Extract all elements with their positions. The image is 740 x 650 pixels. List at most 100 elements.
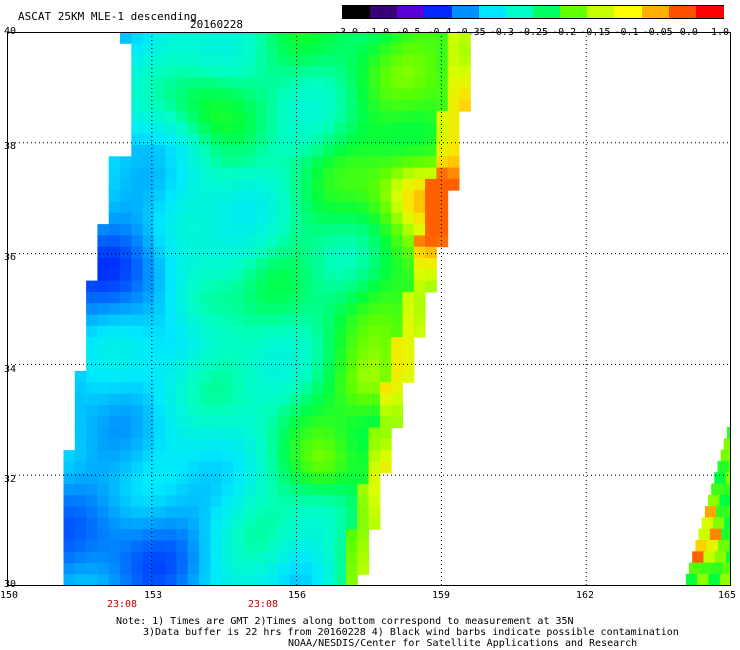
swath-cell [289,77,302,89]
swath-cell [300,258,313,270]
swath-cell [334,77,347,89]
swath-cell [391,224,403,236]
swath-cell [334,450,347,462]
swath-cell [346,280,358,293]
swath-cell [312,122,324,135]
swath-cell [210,291,223,304]
swath-cell [108,472,121,485]
swath-cell [187,563,200,575]
swath-cell [413,280,426,293]
swath-cell [323,404,336,417]
swath-cell [334,359,347,372]
swath-cell [221,54,234,67]
swath-cell [233,246,245,259]
swath-cell [74,427,87,440]
swath-cell [278,517,290,530]
swath-cell [391,122,403,135]
swath-cell [368,156,381,169]
swath-cell [379,77,392,89]
swath-cell [334,563,347,575]
swath-cell [142,201,155,214]
swath-cell [244,190,257,202]
swath-cell [334,54,347,67]
swath-cell [165,359,177,372]
swath-cell [221,371,234,383]
swath-cell [379,393,392,406]
swath-cell [165,122,177,135]
swath-cell [289,540,302,553]
swath-cell [120,506,132,519]
swath-cell [255,145,268,157]
swath-cell [402,167,415,180]
swath-cell [266,506,279,519]
swath-cell [425,178,437,191]
swath-cell [402,190,415,202]
swath-cell [266,393,279,406]
swath-cell [131,190,144,202]
swath-cell [334,461,347,474]
swath-cell [210,551,223,564]
swath-cell [108,393,121,406]
swath-cell [199,156,211,169]
swath-cell [255,495,268,508]
swath-cell [289,224,302,236]
swath-cell [425,156,437,169]
swath-cell [425,246,437,259]
swath-cell [176,190,189,202]
swath-cell [255,133,268,146]
swath-cell [233,540,245,553]
swath-cell [300,156,313,169]
swath-cell [142,133,155,146]
swath-cell [63,484,76,496]
swath-cell [187,484,200,496]
swath-cell [300,495,313,508]
swath-cell [312,246,324,259]
swath-cell [346,43,358,56]
swath-cell [221,416,234,428]
swath-cell [391,190,403,202]
swath-cell [187,99,200,112]
swath-cell [278,450,290,462]
swath-cell [153,393,166,406]
swath-cell [199,506,211,519]
swath-cell [153,303,166,315]
swath-cell [368,450,381,462]
swath-cell [187,416,200,428]
swath-cell [379,450,392,462]
swath-cell [425,43,437,56]
swath-cell [323,472,336,485]
swath-cell [402,133,415,146]
swath-cell [379,269,392,282]
swath-cell [289,450,302,462]
swath-cell [108,427,121,440]
swath-cell [334,325,347,338]
swath-cell [221,337,234,349]
swath-cell [425,258,437,270]
swath-cell [447,145,460,157]
swath-cell [413,167,426,180]
swath-cell [312,77,324,89]
swath-cell [402,337,415,349]
swath-cell [334,348,347,361]
swath-cell [131,495,144,508]
swath-cell [63,461,76,474]
swath-cell [153,54,166,67]
swath-cell [176,54,189,67]
swath-cell [425,201,437,214]
swath-cell [187,495,200,508]
swath-cell [346,540,358,553]
swath-cell [357,65,370,78]
swath-cell [176,540,189,553]
swath-cell [323,291,336,304]
swath-cell [334,133,347,146]
swath-cell [255,280,268,293]
swath-cell [199,450,211,462]
swath-cell [233,88,245,101]
swath-cell [334,472,347,485]
swath-cell [199,32,211,44]
swath-cell [120,201,132,214]
swath-cell [289,314,302,327]
swath-cell [312,461,324,474]
swath-cell [165,382,177,395]
swath-cell [436,178,449,191]
